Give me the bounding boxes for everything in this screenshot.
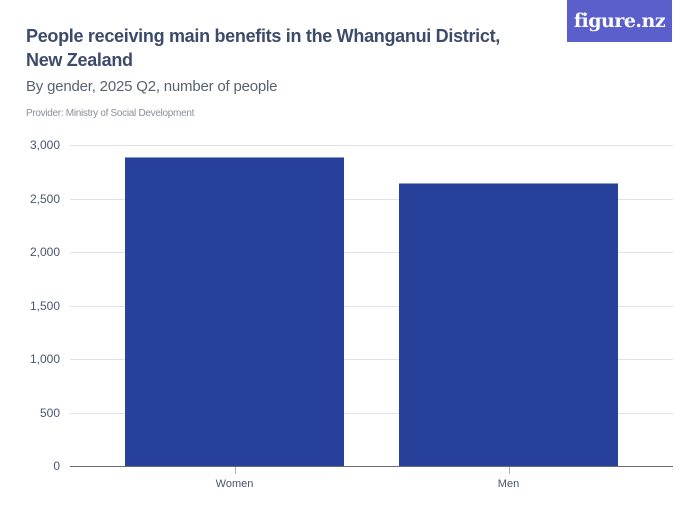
data-provider: Provider: Ministry of Social Development: [26, 108, 195, 119]
x-axis-line: [70, 466, 673, 467]
bar-men[interactable]: [399, 183, 618, 466]
gridline: [70, 413, 673, 414]
gridline: [70, 145, 673, 146]
gridline: [70, 199, 673, 200]
y-tick-label: 0: [53, 459, 60, 473]
x-tick: [235, 467, 236, 474]
chart-title: People receiving main benefits in the Wh…: [26, 26, 500, 70]
y-tick-label: 500: [39, 405, 60, 420]
y-tick-label: 1,000: [29, 352, 60, 366]
x-tick-label: Men: [497, 478, 520, 490]
gridline: [70, 359, 673, 360]
x-tick-label: Women: [215, 478, 254, 490]
gridline: [70, 306, 673, 307]
x-tick: [509, 467, 510, 474]
y-tick-label: 2,000: [29, 245, 60, 259]
chart-subtitle: By gender, 2025 Q2, number of people: [26, 78, 278, 95]
bar-women[interactable]: [125, 157, 344, 466]
y-tick-label: 2,500: [29, 191, 60, 206]
gridline: [70, 252, 673, 253]
figure-nz-logo[interactable]: figure.nz: [567, 0, 672, 42]
y-tick-label: 1,500: [29, 298, 60, 313]
y-tick-label: 3,000: [29, 138, 60, 152]
